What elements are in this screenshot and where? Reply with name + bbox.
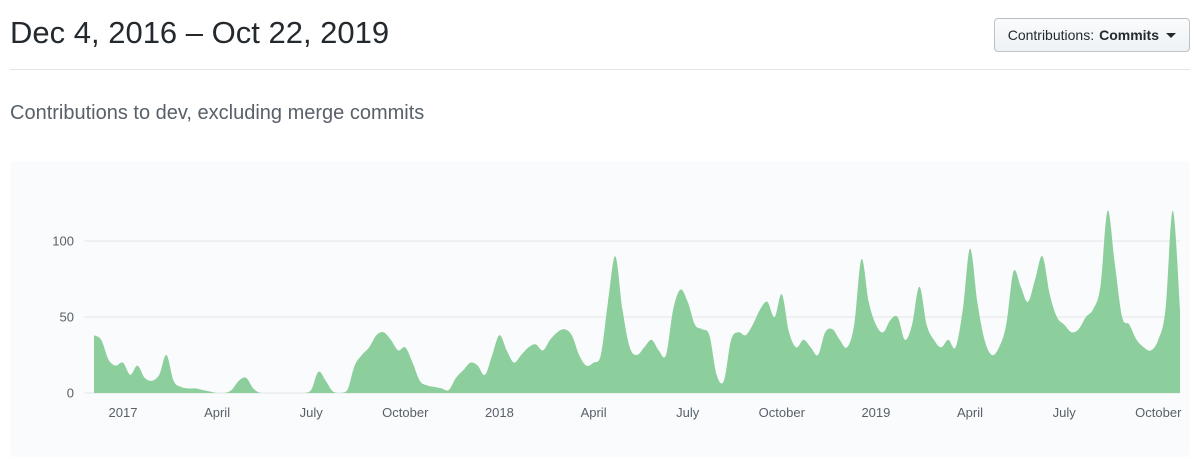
x-tick-label: April bbox=[204, 405, 230, 420]
x-tick-label: July bbox=[676, 405, 700, 420]
contributions-filter-button[interactable]: Contributions: Commits bbox=[993, 18, 1190, 52]
commits-area-series[interactable] bbox=[94, 210, 1180, 393]
x-tick-label: October bbox=[759, 405, 806, 420]
y-tick-label: 0 bbox=[67, 385, 74, 400]
x-tick-label: October bbox=[1135, 405, 1182, 420]
chart-subtitle: Contributions to dev, excluding merge co… bbox=[10, 101, 425, 124]
page-title: Dec 4, 2016 – Oct 22, 2019 bbox=[10, 15, 390, 50]
contributions-filter-selected: Commits bbox=[1099, 27, 1159, 43]
x-tick-label: 2018 bbox=[485, 405, 514, 420]
contributions-area-chart[interactable]: 0 50 100 2017 April July October 2018 April July O… bbox=[10, 161, 1190, 457]
x-tick-label: 2019 bbox=[861, 405, 890, 420]
x-tick-label: April bbox=[957, 405, 983, 420]
x-tick-label: October bbox=[382, 405, 429, 420]
header-divider bbox=[10, 68, 1190, 70]
contributions-filter-label: Contributions: bbox=[1007, 27, 1095, 43]
x-tick-label: April bbox=[581, 405, 607, 420]
contributions-chart-panel: 0 50 100 2017 April July October 2018 April July O… bbox=[10, 160, 1190, 457]
dropdown-caret-icon bbox=[1166, 32, 1176, 38]
x-tick-label: July bbox=[1053, 405, 1077, 420]
y-tick-label: 50 bbox=[60, 309, 74, 324]
header: Dec 4, 2016 – Oct 22, 2019 Contributions… bbox=[10, 14, 1190, 53]
x-tick-label: July bbox=[300, 405, 324, 420]
y-tick-label: 100 bbox=[52, 233, 74, 248]
x-tick-label: 2017 bbox=[109, 405, 138, 420]
